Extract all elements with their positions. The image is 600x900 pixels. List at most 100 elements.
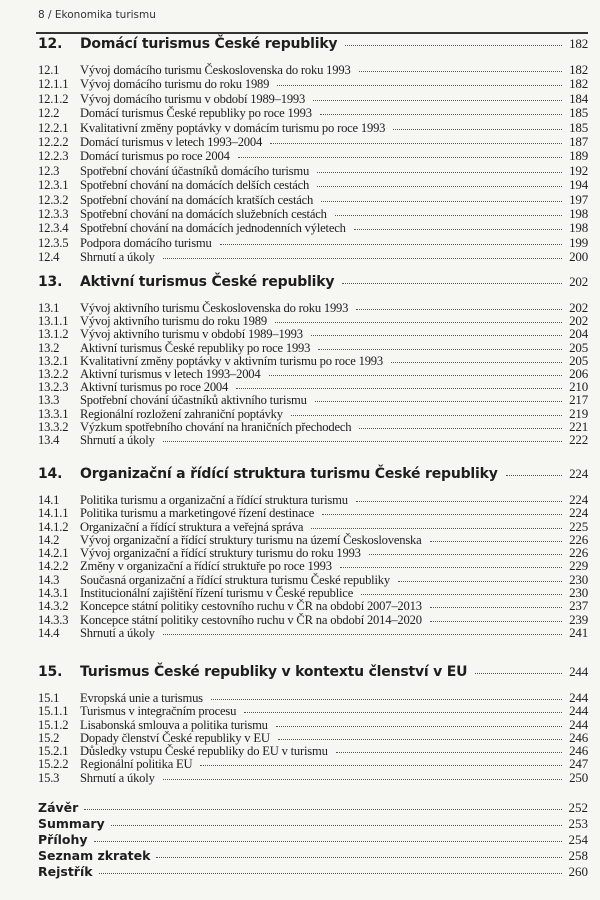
toc-entry[interactable]: 15.2.1 Důsledky vstupu České republiky do… xyxy=(38,743,588,758)
toc-entry[interactable]: 13.1.2 Vývoj aktivního turismu v období 1… xyxy=(38,326,588,342)
section-title: Kvalitativní změny poptávky v domácím tu… xyxy=(80,120,386,135)
toc-entry[interactable]: 14.1 Politika turismu a organizační a říd… xyxy=(38,492,588,507)
toc-entry[interactable]: 12.3.4 Spotřební chování na domácích jedn… xyxy=(38,220,588,235)
dot-leader xyxy=(429,607,562,609)
toc-entry[interactable]: 12.3.3 Spotřební chování na domácích služ… xyxy=(38,206,588,221)
page-number: 252 xyxy=(568,800,589,815)
toc-entry[interactable]: 13.1 Vývoj aktivního turismu Českoslovens… xyxy=(38,300,588,315)
back-matter-entry[interactable]: Rejstřík 260 xyxy=(38,864,588,880)
section-title: Politika turismu a organizační a řídící … xyxy=(80,493,348,507)
dot-leader xyxy=(84,809,562,810)
back-matter-entry[interactable]: Seznam zkratek 258 xyxy=(38,848,588,864)
section-number: 13.2.3 xyxy=(38,380,69,395)
running-header: 8 / Ekonomika turismu xyxy=(38,9,156,21)
page-number: 241 xyxy=(569,624,588,640)
chapter-heading[interactable]: 15. Turismus České republiky v kontextu č… xyxy=(38,664,588,686)
page-number: 226 xyxy=(569,545,588,561)
section-number: 13.3.1 xyxy=(38,406,69,421)
section-number: 13.3 xyxy=(38,393,60,408)
toc-entry[interactable]: 13.2 Aktivní turismus České republiky po … xyxy=(38,340,588,355)
dot-leader xyxy=(313,99,562,101)
section-number: 12.1.2 xyxy=(38,91,69,106)
section-number: 14.1.2 xyxy=(38,519,69,534)
toc-entry[interactable]: 13.2.1 Kvalitativní změny poptávky v akti… xyxy=(38,353,588,368)
back-matter-entry[interactable]: Přílohy 254 xyxy=(38,832,588,848)
section-number: 15.3 xyxy=(38,770,60,785)
toc-entry[interactable]: 13.3 Spotřební chování účastníků aktivníh… xyxy=(38,392,588,408)
section-number: 14.3 xyxy=(38,572,60,587)
toc-entry[interactable]: 12.2 Domácí turismus České republiky po r… xyxy=(38,105,588,120)
toc-entry[interactable]: 13.1.1 Vývoj aktivního turismu do roku 19… xyxy=(38,313,588,328)
toc-entry[interactable]: 15.2 Dopady členství České republiky v EU… xyxy=(38,729,588,745)
dot-leader xyxy=(244,712,562,714)
page-number: 197 xyxy=(569,191,588,207)
section-title: Aktivní turismus České republiky po roce… xyxy=(80,340,311,355)
page-number: 260 xyxy=(568,864,589,879)
toc-entry[interactable]: 15.2.2 Regionální politika EU 247 xyxy=(38,756,588,772)
back-matter-entry[interactable]: Summary 253 xyxy=(38,816,588,832)
toc-entry[interactable]: 12.3.5 Podpora domácího turismu 199 xyxy=(38,235,588,250)
section-number: 14.1 xyxy=(38,493,60,507)
toc-entry[interactable]: 14.3.2 Koncepce státní politiky cestovníh… xyxy=(38,598,588,613)
chapter-heading[interactable]: 13. Aktivní turismus České republiky 202 xyxy=(38,274,588,296)
back-matter-entry[interactable]: Závěr 252 xyxy=(38,800,588,816)
dot-leader xyxy=(322,514,562,516)
toc-entry[interactable]: 15.1.2 Lisabonská smlouva a politika turi… xyxy=(38,717,588,732)
toc-entry[interactable]: 12.4 Shrnutí a úkoly 200 xyxy=(38,249,588,264)
toc-entry[interactable]: 12.3.2 Spotřební chování na domácích krat… xyxy=(38,191,588,207)
page-number: 246 xyxy=(569,729,588,745)
toc-entry[interactable]: 13.2.2 Aktivní turismus v letech 1993–200… xyxy=(38,366,588,381)
toc-entry[interactable]: 12.1.2 Vývoj domácího turismu v období 19… xyxy=(38,91,588,106)
toc-entry[interactable]: 14.1.1 Politika turismu a marketingové ří… xyxy=(38,505,588,520)
dot-leader xyxy=(321,200,562,202)
dot-leader xyxy=(319,114,562,116)
dot-leader xyxy=(274,322,562,324)
page-number: 244 xyxy=(569,664,588,679)
toc-entry[interactable]: 12.1 Vývoj domácího turismu Československ… xyxy=(38,62,588,77)
toc-entry[interactable]: 13.3.2 Výzkum spotřebního chování na hran… xyxy=(38,419,588,434)
toc-entry[interactable]: 12.3 Spotřební chování účastníků domácího… xyxy=(38,162,588,178)
section-title: Turismus v integračním procesu xyxy=(80,704,237,719)
dot-leader xyxy=(345,45,562,46)
section-number: 14.3.3 xyxy=(38,612,69,627)
toc-entry[interactable]: 15.1.1 Turismus v integračním procesu 244 xyxy=(38,703,588,719)
toc-entry[interactable]: 14.3.1 Institucionální zajištění řízení t… xyxy=(38,585,588,600)
dot-leader xyxy=(393,128,562,130)
toc-entry[interactable]: 14.2 Vývoj organizační a řídící struktury… xyxy=(38,532,588,547)
chapter-heading[interactable]: 14. Organizační a řídící struktura turism… xyxy=(38,466,588,488)
toc-entry[interactable]: 14.2.1 Vývoj organizační a řídící struktu… xyxy=(38,545,588,561)
page-number: 204 xyxy=(569,326,588,342)
section-number: 14.2.2 xyxy=(38,559,69,574)
toc-entry[interactable]: 13.4 Shrnutí a úkoly 222 xyxy=(38,432,588,447)
section-title: Aktivní turismus po roce 2004 xyxy=(80,380,229,395)
page-number: 210 xyxy=(569,379,588,395)
section-number: 13.2 xyxy=(38,340,60,355)
section-number: 12.2.3 xyxy=(38,149,69,164)
section-number: 14.2 xyxy=(38,532,60,547)
toc-entry[interactable]: 14.4 Shrnutí a úkoly 241 xyxy=(38,624,588,640)
chapter-number: 12. xyxy=(38,36,63,52)
section-number: 13.2.2 xyxy=(38,366,69,381)
page-number: 192 xyxy=(569,162,588,178)
toc-entry[interactable]: 14.3 Současná organizační a řídící strukt… xyxy=(38,572,588,587)
toc-entry[interactable]: 12.3.1 Spotřební chování na domácích delš… xyxy=(38,177,588,192)
toc-entry[interactable]: 15.1 Evropská unie a turismus 244 xyxy=(38,690,588,705)
section-title: Spotřební chování na domácích služebních… xyxy=(80,206,327,221)
toc-entry[interactable]: 15.3 Shrnutí a úkoly 250 xyxy=(38,770,588,785)
back-matter-title: Rejstřík xyxy=(38,864,93,879)
toc-entry[interactable]: 13.3.1 Regionální rozložení zahraniční po… xyxy=(38,406,588,421)
chapter-heading[interactable]: 12. Domácí turismus České republiky 182 xyxy=(38,36,588,58)
section-number: 12.3.3 xyxy=(38,206,69,221)
section-title: Regionální politika EU xyxy=(80,757,193,772)
toc-entry[interactable]: 12.2.1 Kvalitativní změny poptávky v domá… xyxy=(38,120,588,135)
toc-entry[interactable]: 12.1.1 Vývoj domácího turismu do roku 198… xyxy=(38,76,588,91)
toc-entry[interactable]: 12.2.3 Domácí turismus po roce 2004 189 xyxy=(38,148,588,164)
back-matter-list: Závěr 252 Summary 253 Přílohy 254 Seznam zkrat… xyxy=(38,800,588,880)
toc-entry[interactable]: 12.2.2 Domácí turismus v letech 1993–2004… xyxy=(38,134,588,149)
toc-entry[interactable]: 13.2.3 Aktivní turismus po roce 2004 210 xyxy=(38,379,588,395)
toc-entry[interactable]: 14.2.2 Změny v organizační a řídící struk… xyxy=(38,558,588,574)
section-title: Vývoj organizační a řídící struktury tur… xyxy=(80,546,361,561)
section-number: 13.2.1 xyxy=(38,353,69,368)
toc-entry[interactable]: 14.3.3 Koncepce státní politiky cestovníh… xyxy=(38,612,588,627)
toc-entry[interactable]: 14.1.2 Organizační a řídící struktura a v… xyxy=(38,519,588,534)
